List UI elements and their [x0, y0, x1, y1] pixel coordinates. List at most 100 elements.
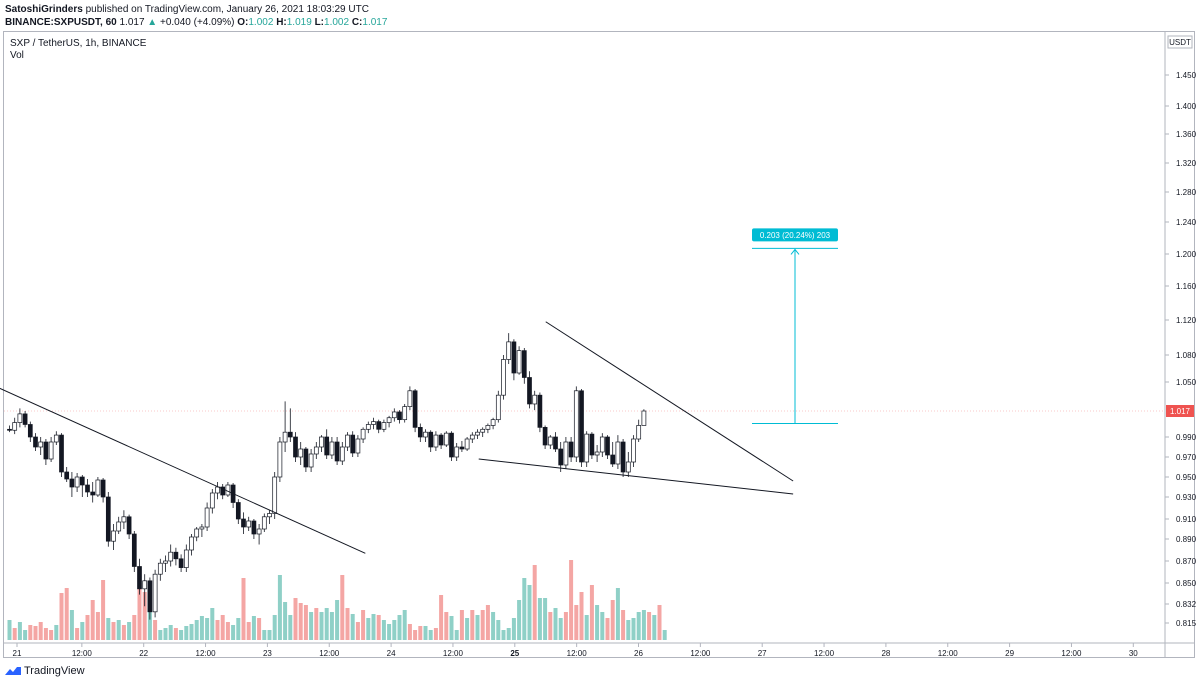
y-tick-label: 0.850	[1176, 579, 1197, 588]
volume-bar	[49, 630, 54, 640]
candle-body	[469, 434, 475, 440]
candle-body	[111, 530, 116, 542]
author-name: SatoshiGrinders	[5, 4, 83, 15]
x-tick-label: 28	[881, 649, 890, 658]
candle-body	[53, 434, 59, 443]
x-tick-label: 12:00	[938, 649, 959, 658]
volume-bar	[283, 602, 288, 640]
y-tick-label: 1.400	[1176, 102, 1197, 111]
y-tick-label: 0.990	[1176, 433, 1197, 442]
candle-body	[100, 479, 106, 498]
candle-body	[69, 478, 75, 488]
candle-body	[480, 428, 486, 433]
candle-body	[90, 491, 96, 496]
currency-box	[1167, 35, 1193, 49]
candle-body	[641, 410, 647, 426]
high-label: H:	[276, 17, 287, 28]
candle-body	[22, 413, 28, 425]
x-tick-label: 30	[1129, 649, 1138, 658]
footer-brand[interactable]: TradingView	[5, 665, 85, 677]
volume-bar	[662, 630, 667, 640]
series-title: SXP / TetherUS, 1h, BINANCE	[10, 38, 147, 49]
last-price-tag-label: 1.017	[1170, 407, 1191, 416]
volume-bar	[147, 610, 152, 640]
candle-body	[199, 526, 205, 530]
candle-body	[303, 448, 309, 468]
candle-body	[605, 436, 610, 456]
candle-body	[495, 394, 501, 421]
change-arrow-icon: ▲	[147, 17, 158, 28]
volume-bar	[381, 620, 386, 640]
measure-arrow-icon	[790, 248, 800, 255]
candle-body	[537, 394, 543, 428]
volume-bar	[574, 605, 579, 640]
volume-bar	[303, 605, 308, 640]
candle-body	[33, 436, 38, 448]
publish-date: published on TradingView.com, January 26…	[85, 4, 369, 15]
candle-body	[173, 551, 179, 560]
candle-body	[261, 516, 267, 530]
volume-bar	[329, 612, 334, 640]
volume-bar	[106, 618, 111, 640]
volume-bar	[631, 618, 636, 640]
volume-bar	[205, 618, 210, 640]
candle-body	[215, 486, 220, 494]
candle-body	[423, 431, 428, 438]
volume-bar	[111, 622, 116, 640]
volume-bar	[158, 630, 163, 640]
candle-body	[163, 560, 168, 564]
volume-bar	[173, 628, 178, 640]
candle-body	[121, 516, 127, 523]
volume-indicator-label[interactable]: Vol	[10, 50, 24, 61]
volume-bar	[64, 588, 69, 640]
candle-body	[527, 377, 532, 405]
candle-body	[74, 476, 80, 488]
volume-bar	[595, 605, 600, 640]
x-tick-label: 21	[13, 649, 22, 658]
volume-bar	[397, 615, 402, 640]
symbol-label: BINANCE:SXPUSDT, 60	[5, 17, 117, 28]
y-tick-label: 0.970	[1176, 453, 1197, 462]
volume-bar	[220, 615, 225, 640]
volume-bar	[314, 608, 319, 640]
volume-bar	[506, 628, 511, 640]
volume-bar	[558, 618, 563, 640]
x-tick-label: 29	[1005, 649, 1014, 658]
candle-body	[137, 566, 142, 590]
volume-bar	[293, 598, 298, 640]
candle-body	[178, 558, 184, 568]
volume-bar	[345, 608, 350, 640]
volume-bar	[179, 630, 184, 640]
x-tick-label: 12:00	[72, 649, 93, 658]
candle-body	[282, 431, 288, 443]
candle-body	[339, 446, 345, 462]
x-tick-label: 12:00	[690, 649, 711, 658]
candle-body	[298, 448, 304, 458]
y-tick-label: 1.120	[1176, 316, 1197, 325]
candle-body	[438, 434, 444, 446]
volume-bar	[80, 622, 85, 640]
y-tick-label: 0.890	[1176, 535, 1197, 544]
candle-body	[12, 422, 18, 431]
volume-bar	[610, 600, 615, 640]
candle-body	[183, 549, 189, 568]
volume-bar	[511, 618, 516, 640]
candle-body	[501, 359, 506, 396]
y-tick-label: 1.160	[1176, 282, 1197, 291]
candle-body	[386, 417, 392, 423]
currency-label: USDT	[1169, 38, 1191, 47]
volume-bar	[501, 630, 506, 640]
volume-bar	[340, 575, 345, 640]
volume-bar	[142, 592, 147, 640]
volume-bar	[475, 615, 480, 640]
candle-body	[225, 484, 231, 496]
volume-bar	[121, 625, 126, 640]
volume-bar	[418, 626, 423, 640]
candle-body	[27, 424, 33, 438]
volume-bar	[563, 612, 568, 640]
y-tick-label: 0.930	[1176, 493, 1197, 502]
candle-body	[59, 434, 64, 473]
y-tick-label: 0.832	[1176, 600, 1197, 609]
open-label: O:	[237, 17, 249, 28]
